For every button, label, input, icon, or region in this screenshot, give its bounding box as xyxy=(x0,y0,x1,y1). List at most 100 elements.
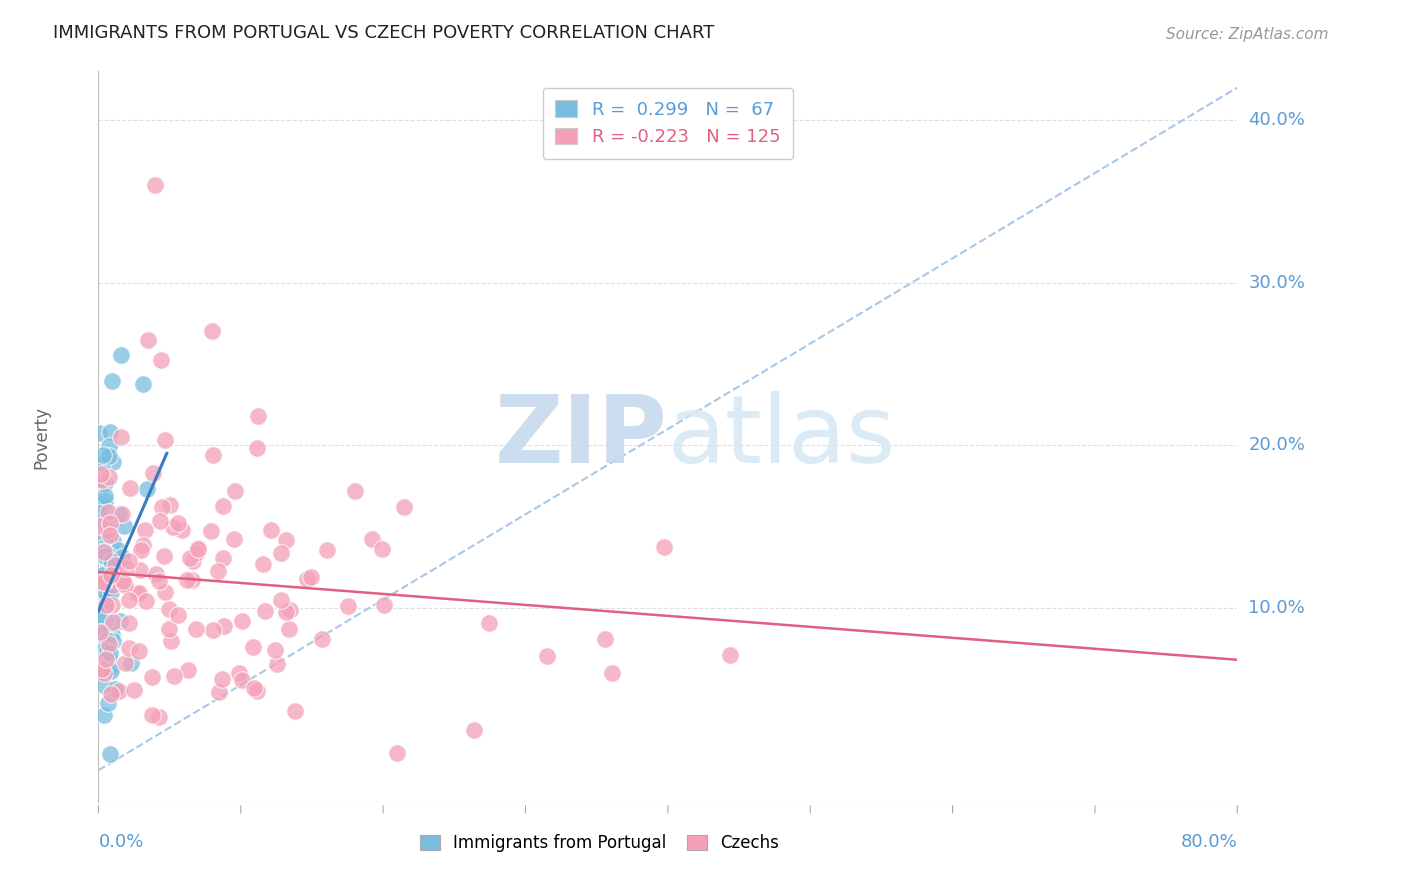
Point xyxy=(211,672,233,686)
Point xyxy=(150,500,173,514)
Point xyxy=(162,520,184,534)
Point xyxy=(101,634,124,648)
Point xyxy=(114,656,136,670)
Point xyxy=(91,543,114,558)
Point xyxy=(166,608,188,623)
Point xyxy=(336,599,359,613)
Point xyxy=(100,554,122,568)
Point xyxy=(224,483,246,498)
Point xyxy=(96,547,118,561)
Point xyxy=(94,587,117,601)
Point xyxy=(132,376,155,391)
Point xyxy=(202,623,225,637)
Point xyxy=(93,494,115,508)
Point xyxy=(276,533,298,547)
Point xyxy=(94,531,117,545)
Point xyxy=(159,498,181,512)
Point xyxy=(98,661,121,675)
Point xyxy=(98,527,121,541)
Point xyxy=(108,614,131,628)
Point xyxy=(94,550,117,565)
Point xyxy=(187,541,209,555)
Point xyxy=(98,469,121,483)
Point xyxy=(91,473,114,487)
Point xyxy=(157,622,180,636)
Point xyxy=(207,564,229,578)
Point xyxy=(96,652,118,666)
Legend: Immigrants from Portugal, Czechs: Immigrants from Portugal, Czechs xyxy=(412,826,787,860)
Point xyxy=(111,507,134,521)
Point xyxy=(157,601,180,615)
Point xyxy=(96,662,118,676)
Point xyxy=(252,558,274,572)
Point xyxy=(101,626,124,640)
Point xyxy=(264,643,287,657)
Point xyxy=(231,614,253,628)
Point xyxy=(93,574,115,589)
Point xyxy=(94,476,117,491)
Point xyxy=(202,448,225,462)
Point xyxy=(98,439,121,453)
Point xyxy=(96,558,118,572)
Point xyxy=(242,640,264,655)
Point xyxy=(96,579,118,593)
Point xyxy=(145,178,167,193)
Point xyxy=(212,619,235,633)
Point xyxy=(98,516,121,530)
Point xyxy=(90,662,112,676)
Point xyxy=(149,514,172,528)
Point xyxy=(90,497,112,511)
Point xyxy=(91,541,114,556)
Text: Source: ZipAtlas.com: Source: ZipAtlas.com xyxy=(1166,27,1329,42)
Point xyxy=(602,665,624,680)
Point xyxy=(90,457,112,471)
Point xyxy=(150,353,173,368)
Point xyxy=(128,644,150,658)
Point xyxy=(228,666,250,681)
Point xyxy=(176,573,198,587)
Point xyxy=(93,489,115,503)
Point xyxy=(103,572,125,586)
Point xyxy=(89,426,111,441)
Text: IMMIGRANTS FROM PORTUGAL VS CZECH POVERTY CORRELATION CHART: IMMIGRANTS FROM PORTUGAL VS CZECH POVERT… xyxy=(53,24,714,42)
Point xyxy=(98,747,121,761)
Point xyxy=(163,669,186,683)
Point xyxy=(100,687,122,701)
Point xyxy=(200,524,222,538)
Point xyxy=(184,546,207,560)
Point xyxy=(373,598,395,612)
Point xyxy=(129,563,152,577)
Point xyxy=(246,684,269,698)
Point xyxy=(91,644,114,658)
Point xyxy=(118,615,141,630)
Point xyxy=(93,549,115,563)
Point xyxy=(114,577,136,591)
Point xyxy=(246,441,269,455)
Point xyxy=(90,635,112,649)
Point xyxy=(141,707,163,722)
Point xyxy=(97,505,120,519)
Point xyxy=(96,644,118,658)
Point xyxy=(96,647,118,661)
Point xyxy=(170,523,193,537)
Point xyxy=(118,482,141,496)
Point xyxy=(153,549,176,563)
Point xyxy=(103,574,125,588)
Point xyxy=(179,551,201,566)
Text: 30.0%: 30.0% xyxy=(1249,274,1305,292)
Point xyxy=(108,507,131,521)
Point xyxy=(117,554,139,568)
Point xyxy=(96,587,118,601)
Point xyxy=(122,682,145,697)
Point xyxy=(111,550,134,565)
Point xyxy=(284,704,307,718)
Point xyxy=(97,523,120,537)
Point xyxy=(98,652,121,666)
Point xyxy=(176,664,198,678)
Point xyxy=(111,574,134,589)
Point xyxy=(94,613,117,627)
Point xyxy=(135,594,157,608)
Point xyxy=(536,648,558,663)
Point xyxy=(104,558,127,572)
Text: 10.0%: 10.0% xyxy=(1249,599,1305,616)
